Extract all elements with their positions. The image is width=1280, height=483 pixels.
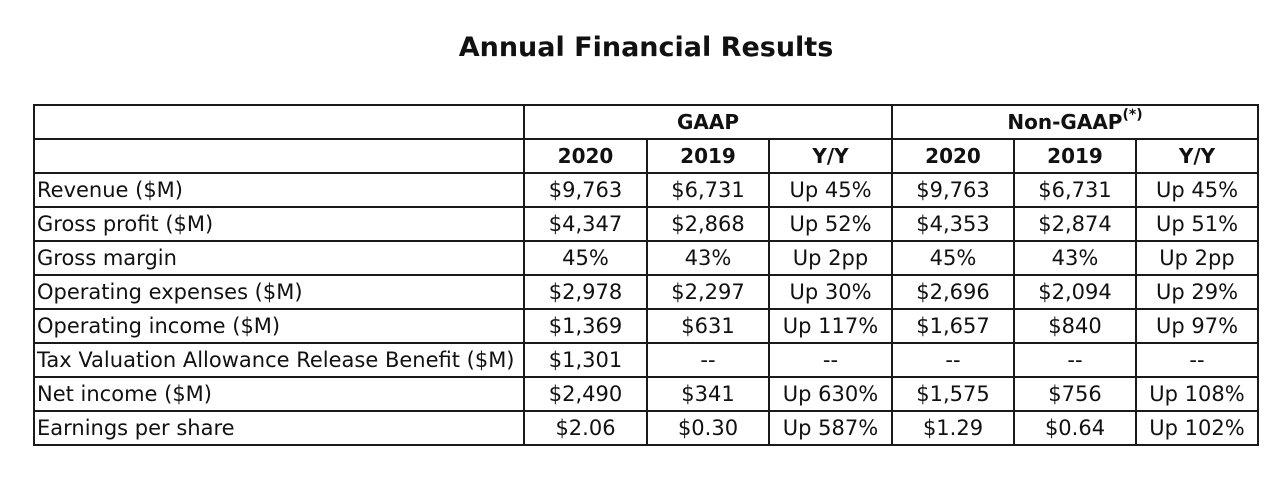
column-header: 2020: [523, 138, 648, 174]
table-cell: $631: [646, 308, 770, 344]
table-row: Tax Valuation Allowance Release Benefit …: [33, 342, 1259, 378]
row-label: Operating income ($M): [33, 308, 525, 344]
table-cell: $2.06: [523, 410, 648, 446]
non-gaap-group-header: Non-GAAP(*): [891, 104, 1259, 140]
table-row: Earnings per share $2.06 $0.30 Up 587% $1.29…: [33, 410, 1259, 446]
label-column-header: [33, 138, 525, 174]
column-header: 2020: [891, 138, 1015, 174]
table-cell: $9,763: [891, 172, 1015, 208]
table-cell: $2,696: [891, 274, 1015, 310]
column-header: Y/Y: [1135, 138, 1259, 174]
table-cell: Up 2pp: [1135, 240, 1259, 276]
non-gaap-label: Non-GAAP: [1007, 110, 1123, 134]
row-label: Earnings per share: [33, 410, 525, 446]
table-cell: Up 108%: [1135, 376, 1259, 412]
table-cell: $341: [646, 376, 770, 412]
row-label: Gross margin: [33, 240, 525, 276]
table-cell: Up 45%: [768, 172, 893, 208]
financial-results-table: GAAP Non-GAAP(*) 2020 2019 Y/Y 2020 2019…: [33, 104, 1259, 446]
table-cell: Up 97%: [1135, 308, 1259, 344]
table-cell: $6,731: [646, 172, 770, 208]
table-cell: 43%: [1013, 240, 1137, 276]
table-cell: $0.30: [646, 410, 770, 446]
table-cell: --: [1013, 342, 1137, 378]
table-cell: Up 630%: [768, 376, 893, 412]
table-cell: Up 30%: [768, 274, 893, 310]
table-cell: $1,301: [523, 342, 648, 378]
table-cell: $1.29: [891, 410, 1015, 446]
column-header-row: 2020 2019 Y/Y 2020 2019 Y/Y: [33, 138, 1259, 174]
table-cell: Up 587%: [768, 410, 893, 446]
table-row: Operating expenses ($M) $2,978 $2,297 Up 30…: [33, 274, 1259, 310]
table-cell: $9,763: [523, 172, 648, 208]
table-row: Revenue ($M) $9,763 $6,731 Up 45% $9,763 $6,7…: [33, 172, 1259, 208]
table-cell: $1,369: [523, 308, 648, 344]
row-label: Gross profit ($M): [33, 206, 525, 242]
column-header: Y/Y: [768, 138, 893, 174]
table-cell: $1,575: [891, 376, 1015, 412]
row-label: Operating expenses ($M): [33, 274, 525, 310]
table-cell: Up 45%: [1135, 172, 1259, 208]
table-cell: $2,874: [1013, 206, 1137, 242]
gaap-group-header: GAAP: [523, 104, 893, 140]
table-cell: 43%: [646, 240, 770, 276]
table-row: Operating income ($M) $1,369 $631 Up 117% $1…: [33, 308, 1259, 344]
table-body: Revenue ($M) $9,763 $6,731 Up 45% $9,763 $6,7…: [33, 172, 1259, 446]
table-cell: --: [768, 342, 893, 378]
table-cell: $0.64: [1013, 410, 1137, 446]
corner-cell: [33, 104, 525, 140]
table-cell: $2,978: [523, 274, 648, 310]
table-cell: Up 117%: [768, 308, 893, 344]
table-cell: Up 102%: [1135, 410, 1259, 446]
table-cell: $2,490: [523, 376, 648, 412]
table-cell: $1,657: [891, 308, 1015, 344]
table-cell: Up 52%: [768, 206, 893, 242]
table-cell: $756: [1013, 376, 1137, 412]
table-cell: $2,297: [646, 274, 770, 310]
table-cell: Up 29%: [1135, 274, 1259, 310]
table-row: Gross margin 45% 43% Up 2pp 45% 43% Up 2pp: [33, 240, 1259, 276]
row-label: Revenue ($M): [33, 172, 525, 208]
table-cell: $2,094: [1013, 274, 1137, 310]
table-cell: $4,347: [523, 206, 648, 242]
table-row: Gross profit ($M) $4,347 $2,868 Up 52% $4,35…: [33, 206, 1259, 242]
table-cell: $4,353: [891, 206, 1015, 242]
column-header: 2019: [646, 138, 770, 174]
row-label: Net income ($M): [33, 376, 525, 412]
table-cell: 45%: [891, 240, 1015, 276]
table-cell: 45%: [523, 240, 648, 276]
row-label: Tax Valuation Allowance Release Benefit …: [33, 342, 525, 378]
table-cell: $6,731: [1013, 172, 1137, 208]
table-cell: $2,868: [646, 206, 770, 242]
table-cell: Up 51%: [1135, 206, 1259, 242]
table-cell: --: [891, 342, 1015, 378]
table-row: Net income ($M) $2,490 $341 Up 630% $1,575 $7…: [33, 376, 1259, 412]
page-title: Annual Financial Results: [458, 32, 834, 63]
table-cell: $840: [1013, 308, 1137, 344]
table-cell: Up 2pp: [768, 240, 893, 276]
group-header-row: GAAP Non-GAAP(*): [33, 104, 1259, 140]
table-cell: --: [1135, 342, 1259, 378]
column-header: 2019: [1013, 138, 1137, 174]
footnote-mark: (*): [1122, 107, 1143, 124]
table-cell: --: [646, 342, 770, 378]
